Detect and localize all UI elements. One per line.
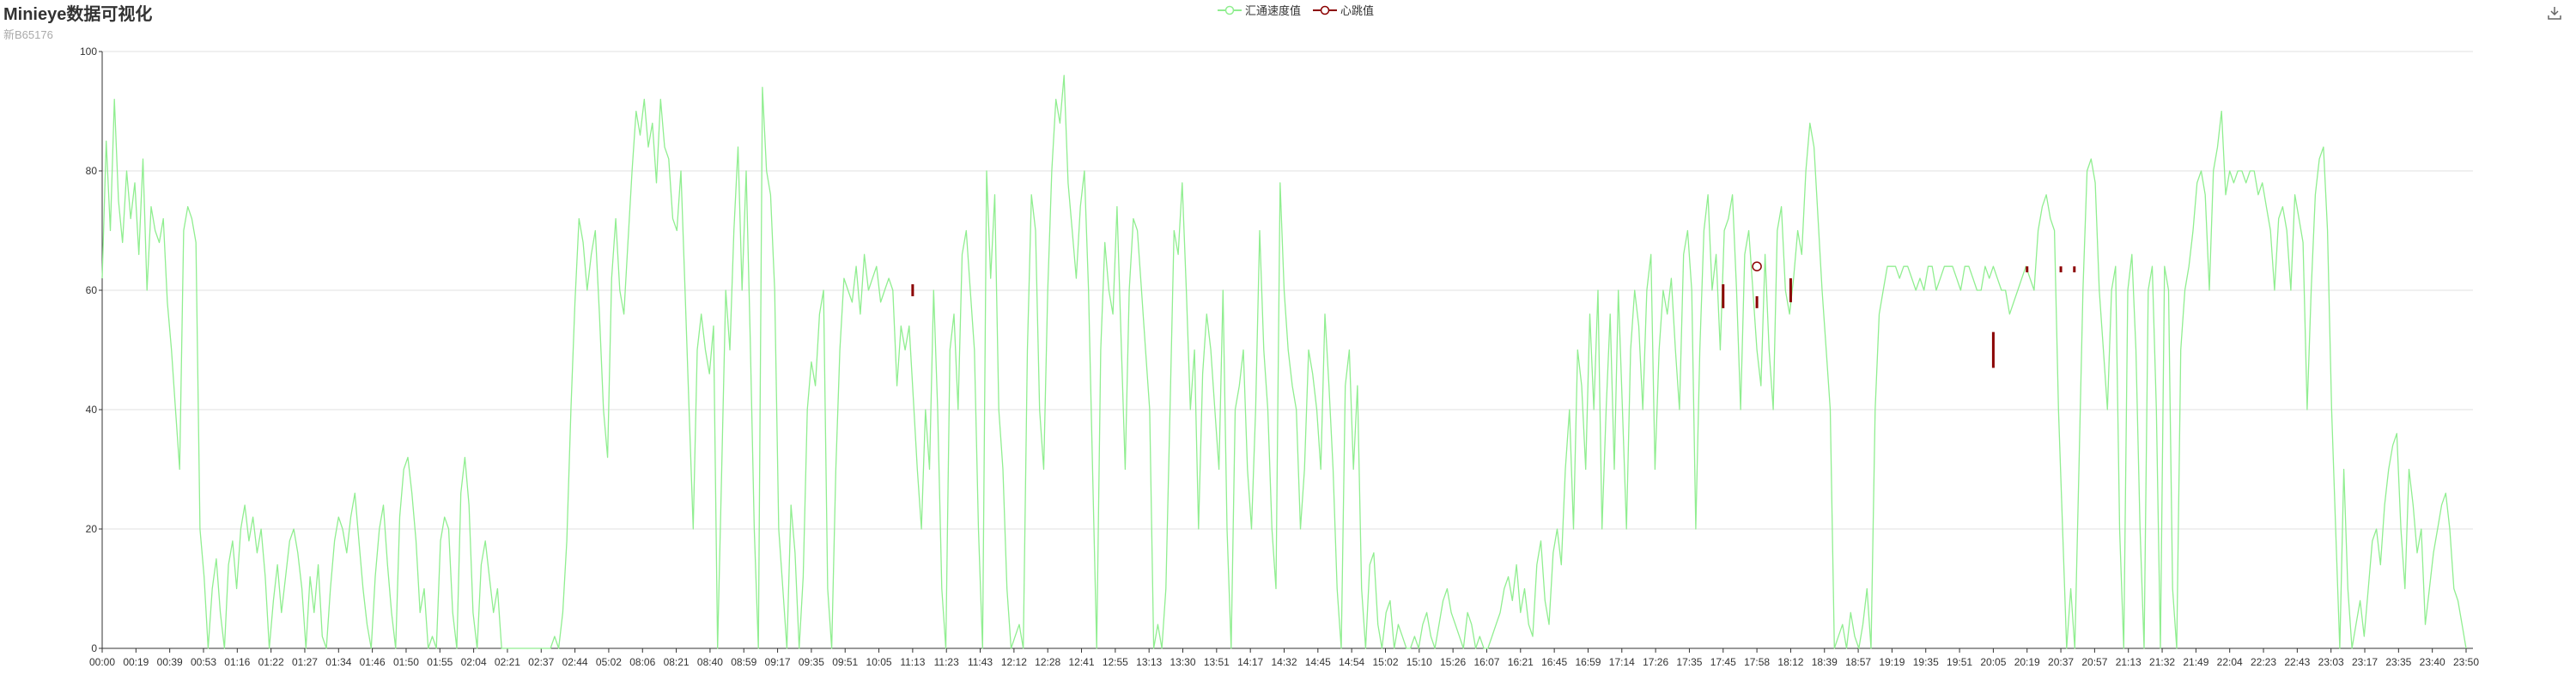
x-tick-label: 23:50 (2453, 656, 2479, 668)
x-tick-label: 19:51 (1947, 656, 1972, 668)
x-tick-label: 18:12 (1777, 656, 1803, 668)
x-tick-label: 11:43 (968, 656, 993, 668)
x-tick-label: 08:06 (629, 656, 655, 668)
x-tick-label: 13:51 (1204, 656, 1230, 668)
plot-area (101, 75, 2467, 649)
x-tick-label: 01:55 (427, 656, 453, 668)
download-icon[interactable] (2547, 5, 2562, 21)
y-tick-label: 100 (80, 46, 97, 58)
x-tick-label: 17:35 (1676, 656, 1702, 668)
x-tick-label: 01:27 (292, 656, 318, 668)
x-tick-label: 17:58 (1744, 656, 1770, 668)
legend-line-circle-icon (1313, 5, 1338, 15)
y-tick-label: 60 (86, 284, 98, 296)
x-tick-label: 08:21 (664, 656, 690, 668)
x-tick-label: 10:05 (866, 656, 892, 668)
chart-subtitle: 新B65176 (3, 28, 53, 41)
x-tick-label: 23:40 (2420, 656, 2445, 668)
x-tick-label: 21:13 (2116, 656, 2142, 668)
x-tick-label: 16:07 (1473, 656, 1499, 668)
x-tick-label: 19:35 (1913, 656, 1939, 668)
x-tick-label: 20:19 (2014, 656, 2040, 668)
x-tick-label: 01:46 (360, 656, 386, 668)
x-tick-label: 22:43 (2284, 656, 2310, 668)
x-tick-label: 01:34 (325, 656, 351, 668)
x-tick-label: 14:45 (1305, 656, 1331, 668)
x-tick-label: 09:35 (799, 656, 824, 668)
x-tick-label: 23:35 (2385, 656, 2411, 668)
x-tick-label: 12:41 (1069, 656, 1095, 668)
x-tick-label: 21:32 (2149, 656, 2175, 668)
x-tick-label: 13:30 (1170, 656, 1195, 668)
x-tick-label: 20:37 (2048, 656, 2074, 668)
x-tick-label: 14:32 (1271, 656, 1297, 668)
x-tick-label: 12:12 (1001, 656, 1027, 668)
legend-label-heartbeat: 心跳值 (1340, 4, 1375, 17)
x-tick-label: 02:21 (495, 656, 520, 668)
x-tick-label: 18:57 (1845, 656, 1871, 668)
x-tick-label: 16:21 (1508, 656, 1534, 668)
y-axis: 0 20 40 60 80 100 (80, 46, 103, 654)
x-tick-label: 00:00 (89, 656, 115, 668)
x-tick-label: 20:57 (2081, 656, 2107, 668)
x-tick-label: 15:10 (1406, 656, 1432, 668)
x-tick-label: 15:02 (1372, 656, 1398, 668)
x-tick-label: 01:50 (393, 656, 419, 668)
x-tick-label: 01:22 (258, 656, 284, 668)
x-tick-label: 12:55 (1103, 656, 1128, 668)
x-tick-label: 22:23 (2251, 656, 2276, 668)
x-tick-label: 00:39 (157, 656, 183, 668)
x-tick-label: 15:26 (1440, 656, 1466, 668)
legend-line-circle-icon (1218, 5, 1242, 15)
x-tick-label: 02:04 (461, 656, 487, 668)
x-tick-label: 18:39 (1812, 656, 1838, 668)
x-tick-label: 20:05 (1980, 656, 2006, 668)
x-tick-label: 21:49 (2183, 656, 2208, 668)
x-tick-label: 02:44 (562, 656, 588, 668)
series-line-speed (101, 75, 2467, 649)
y-tick-label: 0 (91, 642, 97, 654)
x-tick-label: 16:45 (1541, 656, 1567, 668)
legend-item-heartbeat[interactable]: 心跳值 (1313, 2, 1374, 18)
x-tick-label: 16:59 (1575, 656, 1601, 668)
x-tick-label: 19:19 (1879, 656, 1905, 668)
x-tick-label: 05:02 (596, 656, 622, 668)
x-tick-label: 23:03 (2318, 656, 2344, 668)
x-tick-label: 00:53 (191, 656, 216, 668)
x-tick-label: 02:37 (528, 656, 554, 668)
x-tick-label: 12:28 (1035, 656, 1060, 668)
x-tick-label: 14:54 (1339, 656, 1364, 668)
chart-title: Minieye数据可视化 (3, 5, 153, 24)
x-tick-label: 11:23 (934, 656, 959, 668)
x-tick-label: 09:17 (765, 656, 791, 668)
x-tick-label: 01:16 (224, 656, 250, 668)
y-tick-label: 40 (86, 404, 98, 416)
x-axis: 00:00 00:19 00:39 00:53 01:16 01:22 01:27 01:34… (89, 647, 2479, 668)
x-tick-label: 22:04 (2217, 656, 2243, 668)
x-tick-label: 23:17 (2352, 656, 2378, 668)
x-tick-label: 17:45 (1710, 656, 1736, 668)
legend-label-speed: 汇通速度值 (1245, 4, 1302, 17)
x-tick-label: 14:17 (1237, 656, 1263, 668)
legend-item-speed[interactable]: 汇通速度值 (1218, 2, 1301, 18)
x-tick-label: 13:13 (1136, 656, 1162, 668)
x-tick-label: 17:26 (1643, 656, 1668, 668)
series-point-heartbeat[interactable] (1752, 261, 1762, 271)
x-tick-label: 08:40 (697, 656, 723, 668)
y-tick-label: 80 (86, 165, 98, 177)
legend: 汇通速度值 心跳值 (1218, 2, 1374, 18)
x-tick-label: 08:59 (731, 656, 756, 668)
x-tick-label: 17:14 (1609, 656, 1635, 668)
x-tick-label: 11:13 (900, 656, 925, 668)
y-tick-label: 20 (86, 523, 98, 535)
x-tick-label: 00:19 (123, 656, 149, 668)
x-tick-label: 09:51 (832, 656, 858, 668)
